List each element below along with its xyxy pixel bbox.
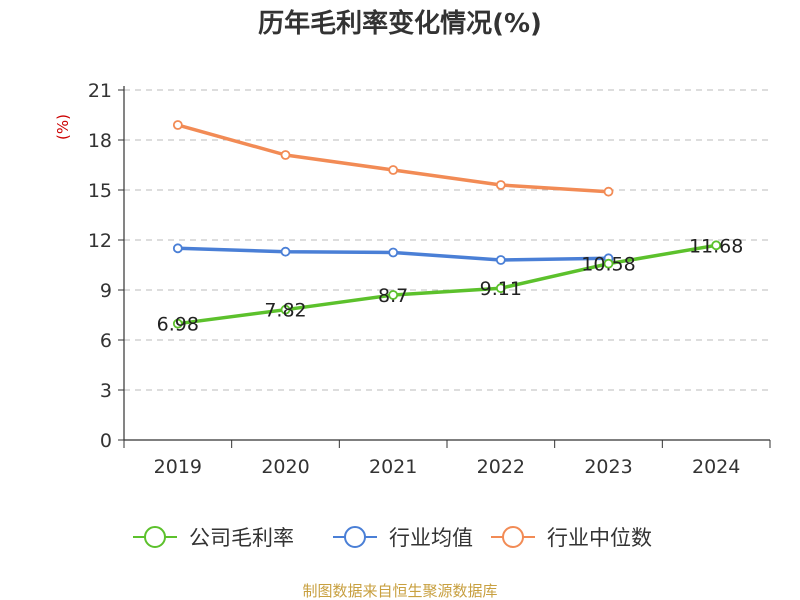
x-tick-label: 2021: [369, 456, 417, 478]
series-line-0: [176, 243, 718, 326]
source-note: 制图数据来自恒生聚源数据库: [302, 582, 497, 600]
grid-layer: [124, 89, 770, 391]
legend: 公司毛利率 行业均值 行业中位数: [133, 526, 652, 550]
series-point-1: [495, 255, 506, 265]
y-tick-label: 21: [88, 80, 112, 102]
series-point-0: [172, 318, 183, 329]
legend-marker-0: [144, 526, 166, 548]
series-point-1: [280, 246, 291, 257]
x-tick-label: 2019: [154, 456, 202, 478]
data-label: 8.7: [378, 285, 408, 307]
series-point-2: [280, 150, 291, 160]
data-label-layer: 6.98 7.82 8.7 9.11 10.58 11.68: [157, 235, 744, 335]
legend-label-1: 行业均值: [389, 526, 473, 550]
series-point-2: [495, 180, 506, 190]
y-tick-label: 15: [88, 180, 112, 202]
x-tick-label: 2023: [584, 456, 632, 478]
series-point-1: [388, 247, 399, 258]
y-tick-label: 18: [88, 130, 112, 152]
series-point-0: [603, 258, 614, 269]
series-line-2: [176, 123, 611, 194]
series-point-0: [711, 240, 722, 251]
data-label: 9.11: [480, 278, 522, 300]
series-point-1: [172, 243, 183, 254]
data-label: 10.58: [581, 254, 635, 276]
data-label: 6.98: [157, 314, 199, 336]
x-tick-label: 2020: [261, 456, 309, 478]
y-tick-label: 0: [100, 430, 112, 452]
legend-label-0: 公司毛利率: [189, 526, 294, 550]
series-point-0: [388, 290, 399, 300]
series-layer: [172, 120, 722, 329]
chart-title: 历年毛利率变化情况(%): [258, 8, 542, 39]
x-tick-label: 2022: [477, 456, 525, 478]
legend-marker-2: [502, 526, 524, 548]
y-tick-label: 9: [100, 280, 112, 302]
series-point-2: [172, 120, 183, 130]
series-point-0: [280, 304, 291, 315]
y-tick-label: 6: [100, 330, 112, 352]
data-label: 11.68: [689, 235, 743, 257]
series-point-2: [388, 165, 399, 175]
data-label: 7.82: [264, 300, 306, 322]
legend-label-2: 行业中位数: [547, 526, 652, 550]
y-tick-label: 3: [100, 380, 112, 402]
series-point-2: [603, 186, 614, 197]
x-tick-label: 2024: [692, 456, 740, 478]
legend-marker-1: [344, 526, 366, 548]
y-axis-unit-label: (%): [54, 114, 72, 140]
axis-layer: 0 3 6 9 12 15 18 21 2019 2020 2021 2022 2023 2024: [88, 80, 771, 478]
y-tick-label: 12: [88, 230, 112, 252]
series-point-0: [495, 283, 506, 294]
